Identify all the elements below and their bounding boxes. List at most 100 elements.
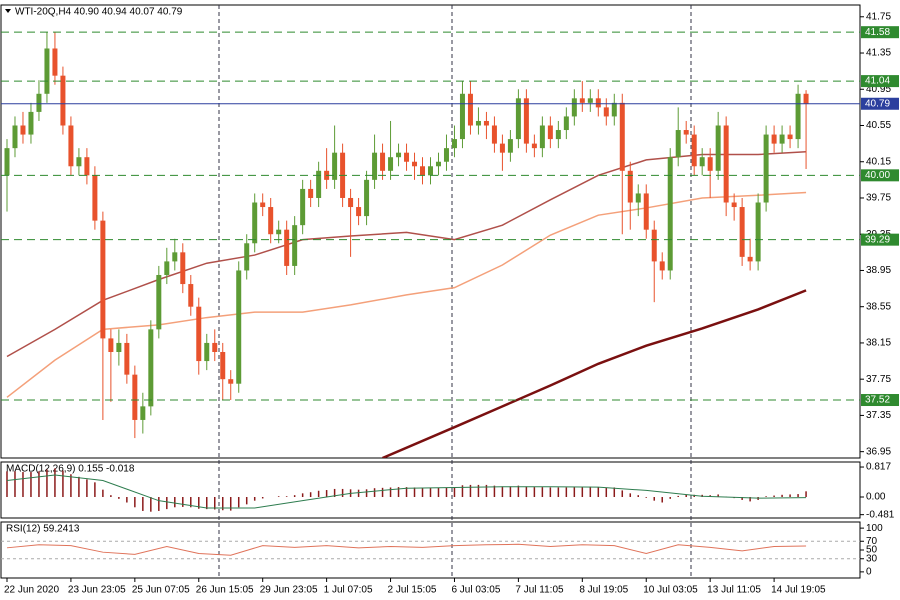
rsi-tick-label: 30 — [866, 553, 878, 564]
x-tick-label: 7 Jul 11:05 — [515, 585, 564, 596]
macd-signal — [6, 474, 807, 509]
candle-body — [396, 152, 402, 158]
x-tick-label: 26 Jun 15:05 — [196, 585, 254, 596]
price-tag-label: 40.79 — [865, 98, 890, 109]
price-tick-label: 39.75 — [866, 193, 891, 204]
x-tick-label: 1 Jul 07:05 — [324, 585, 373, 596]
price-tick-label: 38.95 — [866, 265, 891, 276]
main-panel — [0, 4, 861, 459]
rsi-line — [6, 543, 807, 556]
candle-body — [212, 342, 218, 352]
candle-body — [611, 102, 617, 117]
level-tag-label: 40.00 — [865, 170, 890, 181]
candle-body — [707, 157, 713, 171]
candle-body — [515, 98, 521, 140]
candle-body — [196, 306, 202, 362]
candle-body — [443, 148, 449, 162]
candle-body — [372, 152, 378, 180]
candle-body — [755, 202, 761, 262]
price-tick-label: 37.75 — [866, 374, 891, 385]
candle-body — [667, 157, 673, 271]
price-tick-label: 37.35 — [866, 410, 891, 421]
x-tick-label: 6 Jul 03:05 — [451, 585, 500, 596]
candle-body — [124, 342, 130, 375]
candle-body — [547, 125, 553, 140]
rsi-tick-label: 0 — [866, 567, 872, 578]
level-tag-label: 41.04 — [865, 76, 890, 87]
x-tick-label: 23 Jun 23:05 — [68, 585, 126, 596]
candle-body — [659, 261, 665, 271]
candle-body — [571, 98, 577, 117]
price-tick-label: 41.75 — [866, 11, 891, 22]
candle-body — [100, 220, 106, 339]
candle-body — [691, 134, 697, 167]
level-tag — [861, 233, 899, 246]
candle-body — [635, 193, 641, 203]
level-tag-label: 39.29 — [865, 234, 890, 245]
candle-body — [763, 134, 769, 203]
candle-body — [172, 252, 178, 262]
menu-arrow[interactable] — [5, 9, 11, 13]
candle-body — [236, 270, 242, 384]
candle-body — [803, 93, 809, 104]
candle-body — [228, 379, 234, 384]
x-tick-label: 14 Jul 19:05 — [771, 585, 826, 596]
x-tick-label: 25 Jun 07:05 — [132, 585, 190, 596]
candle-body — [531, 143, 537, 149]
candle-body — [348, 197, 354, 208]
candle-body — [356, 207, 362, 217]
candle-body — [747, 256, 753, 262]
candle-body — [428, 166, 433, 176]
candle-body — [731, 202, 737, 208]
candle-body — [108, 338, 114, 352]
price-tag — [861, 97, 899, 110]
candle-body — [587, 98, 593, 103]
candle-body — [579, 98, 585, 103]
candle-body — [435, 161, 441, 167]
candle-body — [467, 93, 473, 126]
candle-body — [260, 202, 266, 208]
candle-body — [795, 93, 801, 140]
macd-tick-label: 0.00 — [866, 492, 886, 503]
candle-body — [4, 148, 10, 176]
candle-body — [499, 143, 505, 153]
price-tick-label: 41.35 — [866, 48, 891, 59]
period-separators — [218, 5, 692, 578]
candle-body — [84, 157, 90, 176]
macd-tick-label: 0.817 — [866, 462, 891, 473]
macd-panel — [0, 461, 861, 519]
x-tick-label: 10 Jul 03:05 — [643, 585, 698, 596]
macd-tick-label: -0.481 — [866, 509, 895, 520]
candle-body — [404, 152, 410, 162]
price-tick-label: 40.15 — [866, 156, 891, 167]
candle-body — [44, 48, 50, 94]
candle-body — [643, 193, 649, 230]
level-tag — [861, 26, 899, 39]
candle-body — [12, 125, 18, 149]
candle-body — [308, 188, 314, 198]
candle-body — [276, 229, 282, 235]
x-tick-label: 2 Jul 15:05 — [388, 585, 437, 596]
candle-body — [715, 125, 721, 171]
price-tick-label: 36.95 — [866, 446, 891, 457]
candle-body — [20, 125, 26, 135]
candle-body — [116, 342, 122, 352]
price-tick-label: 38.55 — [866, 301, 891, 312]
candle-body — [739, 207, 745, 257]
rsi-title: RSI(12) 59.2413 — [6, 524, 80, 535]
candle-body — [475, 120, 481, 126]
candle-body — [180, 252, 186, 285]
rsi-tick-label: 50 — [866, 545, 878, 556]
level-tag-label: 41.58 — [865, 27, 890, 38]
candle-body — [252, 202, 258, 244]
price-tick-label: 40.55 — [866, 120, 891, 131]
price-tick-label: 38.15 — [866, 338, 891, 349]
candle-body — [459, 93, 465, 140]
rsi-tick-label: 70 — [866, 536, 878, 547]
level-tag — [861, 394, 899, 407]
candle-body — [603, 107, 609, 117]
candle-body — [52, 48, 58, 76]
candle-body — [316, 170, 322, 198]
candle-body — [60, 75, 66, 126]
candle-body — [483, 120, 489, 126]
